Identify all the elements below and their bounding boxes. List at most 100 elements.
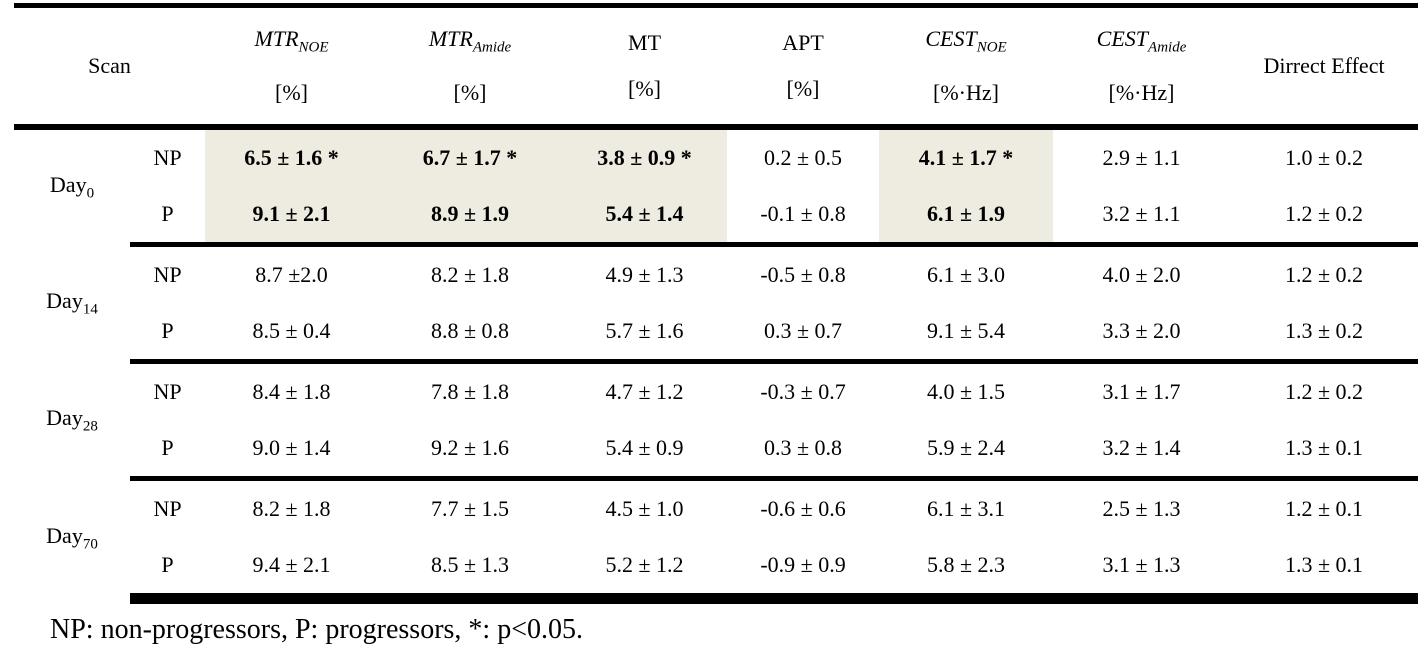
header-text: MTR xyxy=(254,25,299,51)
header-name: CESTNOE xyxy=(879,16,1053,70)
header-name: CESTAmide xyxy=(1053,16,1230,70)
value-cell: 4.7 ± 1.2 xyxy=(605,379,684,404)
value-cell: 9.0 ± 1.4 xyxy=(205,420,379,481)
header-cell: MTRAmide [%] xyxy=(378,3,563,130)
value-cell: -0.9 ± 0.9 xyxy=(727,537,880,604)
value-cell: 6.7 ± 1.7 * xyxy=(378,127,563,186)
data-row: P 9.0 ± 1.4 9.2 ± 1.6 5.4 ± 0.9 0.3 ± 0.8 5.9… xyxy=(14,420,1419,481)
header-text: CEST xyxy=(925,25,977,51)
scan-cell: Day0 xyxy=(14,127,130,245)
group-label: P xyxy=(130,186,206,247)
value-cell: 6.1 ± 3.0 xyxy=(926,262,1006,287)
header-name: MTRNOE xyxy=(205,16,378,70)
header-text: MTR xyxy=(428,25,473,51)
header-unit: [%·Hz] xyxy=(933,80,999,106)
scan-label: Day xyxy=(49,172,87,198)
scan-subscript: 70 xyxy=(82,536,98,553)
value-cell: 4.9 ± 1.3 xyxy=(605,262,684,287)
value-cell: 8.2 ± 1.8 xyxy=(252,496,331,521)
header-cell: CESTNOE [%·Hz] xyxy=(879,3,1054,130)
value-cell: 1.2 ± 0.2 xyxy=(1284,262,1364,287)
value-cell: 4.5 ± 1.0 xyxy=(605,496,684,521)
header-name: Dirrect Effect xyxy=(1230,43,1418,89)
value-cell: 1.2 ± 0.1 xyxy=(1284,496,1364,521)
value-cell: 3.8 ± 0.9 * xyxy=(562,127,728,186)
group-label: P xyxy=(130,537,206,604)
value-cell: 5.8 ± 2.3 xyxy=(879,537,1054,604)
header-name: MT xyxy=(562,20,727,66)
scan-label: Day xyxy=(46,287,83,313)
value-cell: 1.3 ± 0.1 xyxy=(1230,420,1419,481)
value-cell: 3.2 ± 1.4 xyxy=(1053,420,1231,481)
value-cell: 0.2 ± 0.5 xyxy=(763,145,843,170)
value-cell: 1.3 ± 0.1 xyxy=(1230,537,1419,604)
group-label: NP xyxy=(153,496,182,521)
value-cell: -0.5 ± 0.8 xyxy=(760,262,846,287)
header-text: Dirrect Effect xyxy=(1263,53,1385,78)
value-cell: 8.4 ± 1.8 xyxy=(252,379,331,404)
value-cell: 3.2 ± 1.1 xyxy=(1053,186,1231,247)
data-row: Day14 NP 8.7 ±2.0 8.2 ± 1.8 4.9 ± 1.3 -0.5 ± … xyxy=(14,245,1418,317)
value-cell: 5.4 ± 0.9 xyxy=(562,420,728,481)
value-cell: 7.7 ± 1.5 xyxy=(430,496,510,521)
value-cell: 1.0 ± 0.2 xyxy=(1284,145,1364,170)
value-cell: 8.9 ± 1.9 xyxy=(378,186,563,247)
header-cell: APT [%] xyxy=(727,3,880,130)
header-name: Scan xyxy=(14,43,205,89)
value-cell: 9.1 ± 5.4 xyxy=(879,303,1054,364)
header-unit: [%·Hz] xyxy=(1108,80,1175,106)
header-unit: [%] xyxy=(275,80,308,106)
value-cell: 1.3 ± 0.2 xyxy=(1230,303,1419,364)
value-cell: 8.7 ±2.0 xyxy=(255,262,328,287)
header-name: MTRAmide xyxy=(378,16,562,70)
value-cell: 3.1 ± 1.7 xyxy=(1102,379,1181,404)
header-cell: MT [%] xyxy=(562,3,728,130)
value-cell: 9.4 ± 2.1 xyxy=(205,537,379,604)
data-row: P 8.5 ± 0.4 8.8 ± 0.8 5.7 ± 1.6 0.3 ± 0.7 9.1… xyxy=(14,303,1419,364)
value-cell: 4.1 ± 1.7 * xyxy=(879,127,1054,186)
header-row: Scan MTRNOE [%] MTRAmide [%] MT [%] APT [%] CESTN… xyxy=(14,3,1419,130)
group-label: NP xyxy=(153,262,182,287)
group-label: NP xyxy=(153,145,182,170)
data-row: P 9.1 ± 2.1 8.9 ± 1.9 5.4 ± 1.4 -0.1 ± 0.8 6.… xyxy=(14,186,1419,247)
value-cell: 8.8 ± 0.8 xyxy=(378,303,563,364)
value-cell: 9.2 ± 1.6 xyxy=(378,420,563,481)
header-text: MT xyxy=(628,30,662,55)
value-cell: 8.5 ± 0.4 xyxy=(205,303,379,364)
data-row: P 9.4 ± 2.1 8.5 ± 1.3 5.2 ± 1.2 -0.9 ± 0.9 5.… xyxy=(14,537,1419,604)
group-label: P xyxy=(130,303,206,364)
value-cell: 0.3 ± 0.8 xyxy=(727,420,880,481)
value-cell: 5.4 ± 1.4 xyxy=(562,186,728,247)
scan-label: Day xyxy=(46,523,83,549)
value-cell: 6.1 ± 1.9 xyxy=(879,186,1054,247)
value-cell: 6.5 ± 1.6 * xyxy=(205,127,379,186)
value-cell: 6.1 ± 3.1 xyxy=(926,496,1006,521)
scan-subscript: 28 xyxy=(82,418,98,435)
value-cell: 3.3 ± 2.0 xyxy=(1053,303,1231,364)
header-text: Scan xyxy=(88,53,131,78)
group-label: P xyxy=(130,420,206,481)
value-cell: 9.1 ± 2.1 xyxy=(205,186,379,247)
value-cell: 4.0 ± 2.0 xyxy=(1102,262,1181,287)
scan-cell: Day70 xyxy=(14,479,130,599)
header-text: APT xyxy=(782,30,824,55)
scan-cell: Day28 xyxy=(14,362,130,479)
scan-subscript: 0 xyxy=(86,185,95,202)
header-unit: [%] xyxy=(786,76,820,101)
header-unit: [%] xyxy=(453,80,487,106)
value-cell: -0.3 ± 0.7 xyxy=(760,379,846,404)
group-label: NP xyxy=(153,379,182,404)
value-cell: 4.0 ± 1.5 xyxy=(926,379,1006,404)
header-unit: [%] xyxy=(628,76,661,101)
header-subscript: NOE xyxy=(976,39,1007,56)
header-name: APT xyxy=(727,20,879,66)
value-cell: 5.2 ± 1.2 xyxy=(562,537,728,604)
value-cell: 1.2 ± 0.2 xyxy=(1284,379,1364,404)
header-subscript: Amide xyxy=(472,39,512,56)
header-cell: CESTAmide [%·Hz] xyxy=(1053,3,1231,130)
value-cell: 2.5 ± 1.3 xyxy=(1102,496,1181,521)
header-subscript: Amide xyxy=(1148,39,1187,56)
header-cell: Dirrect Effect xyxy=(1230,3,1419,130)
header-cell: Scan xyxy=(14,3,206,130)
